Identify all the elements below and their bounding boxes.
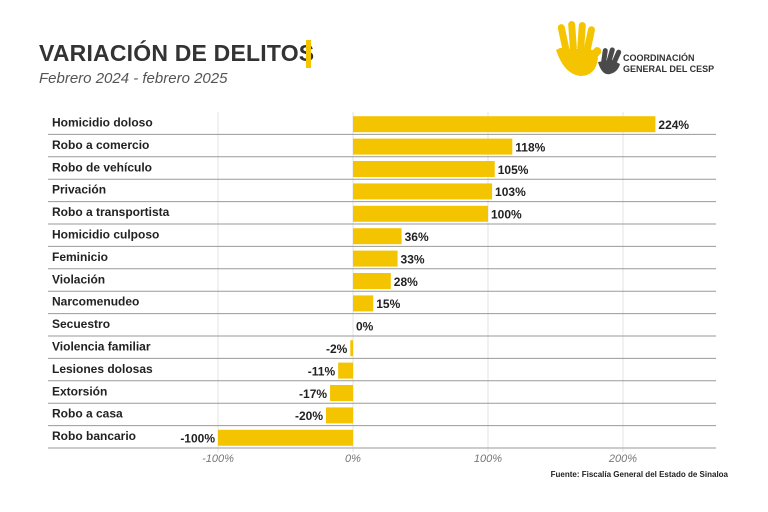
category-label: Robo a transportista bbox=[52, 205, 170, 219]
category-label: Robo a casa bbox=[52, 407, 123, 421]
logo-text: COORDINACIÓN GENERAL DEL CESP bbox=[623, 53, 714, 75]
category-label: Violación bbox=[52, 272, 105, 286]
value-label: 0% bbox=[356, 320, 374, 334]
bar bbox=[353, 116, 656, 133]
value-label: 224% bbox=[658, 118, 689, 132]
category-label: Privación bbox=[52, 183, 106, 197]
category-label: Secuestro bbox=[52, 317, 110, 331]
bar bbox=[353, 183, 493, 200]
value-label: 36% bbox=[405, 230, 429, 244]
category-label: Robo a comercio bbox=[52, 138, 149, 152]
bar bbox=[353, 295, 374, 312]
category-label: Lesiones dolosas bbox=[52, 362, 153, 376]
bar bbox=[350, 340, 353, 357]
bar bbox=[353, 138, 513, 155]
bar bbox=[353, 273, 391, 289]
category-label: Feminicio bbox=[52, 250, 108, 264]
value-label: 33% bbox=[401, 252, 425, 266]
value-label: -100% bbox=[180, 432, 215, 446]
bar bbox=[338, 362, 353, 379]
logo-line-2: GENERAL DEL CESP bbox=[623, 64, 715, 74]
value-label: 118% bbox=[515, 140, 545, 154]
value-label: 15% bbox=[376, 297, 400, 311]
category-label: Homicidio culposo bbox=[52, 228, 159, 242]
value-label: 100% bbox=[491, 208, 522, 222]
value-label: -2% bbox=[326, 342, 348, 356]
bar bbox=[326, 407, 353, 424]
category-label: Violencia familiar bbox=[52, 340, 151, 354]
bar bbox=[353, 161, 495, 177]
bar bbox=[330, 385, 353, 401]
value-label: 105% bbox=[498, 163, 529, 177]
bar bbox=[353, 205, 488, 222]
page-title: VARIACIÓN DE DELITOS bbox=[39, 40, 315, 66]
x-tick-label: 200% bbox=[608, 453, 637, 465]
value-label: -11% bbox=[308, 364, 336, 378]
x-tick-label: 0% bbox=[345, 453, 361, 465]
value-label: 28% bbox=[394, 275, 418, 289]
bar bbox=[218, 429, 353, 446]
x-tick-label: -100% bbox=[202, 453, 234, 465]
bar bbox=[353, 228, 402, 245]
value-label: 103% bbox=[495, 185, 526, 199]
source-note: Fuente: Fiscalía General del Estado de S… bbox=[550, 470, 728, 479]
title-accent-bar bbox=[306, 40, 311, 68]
logo-line-1: COORDINACIÓN bbox=[623, 53, 695, 63]
value-label: -20% bbox=[295, 409, 323, 423]
category-label: Homicidio doloso bbox=[52, 116, 153, 130]
value-label: -17% bbox=[299, 387, 327, 401]
bar bbox=[353, 250, 398, 267]
category-label: Extorsión bbox=[52, 384, 107, 398]
page-subtitle: Febrero 2024 - febrero 2025 bbox=[39, 70, 228, 87]
hands-icon bbox=[556, 20, 622, 76]
category-label: Robo de vehículo bbox=[52, 160, 152, 174]
category-label: Narcomenudeo bbox=[52, 295, 139, 309]
category-label: Robo bancario bbox=[52, 429, 136, 443]
x-tick-label: 100% bbox=[474, 453, 502, 465]
